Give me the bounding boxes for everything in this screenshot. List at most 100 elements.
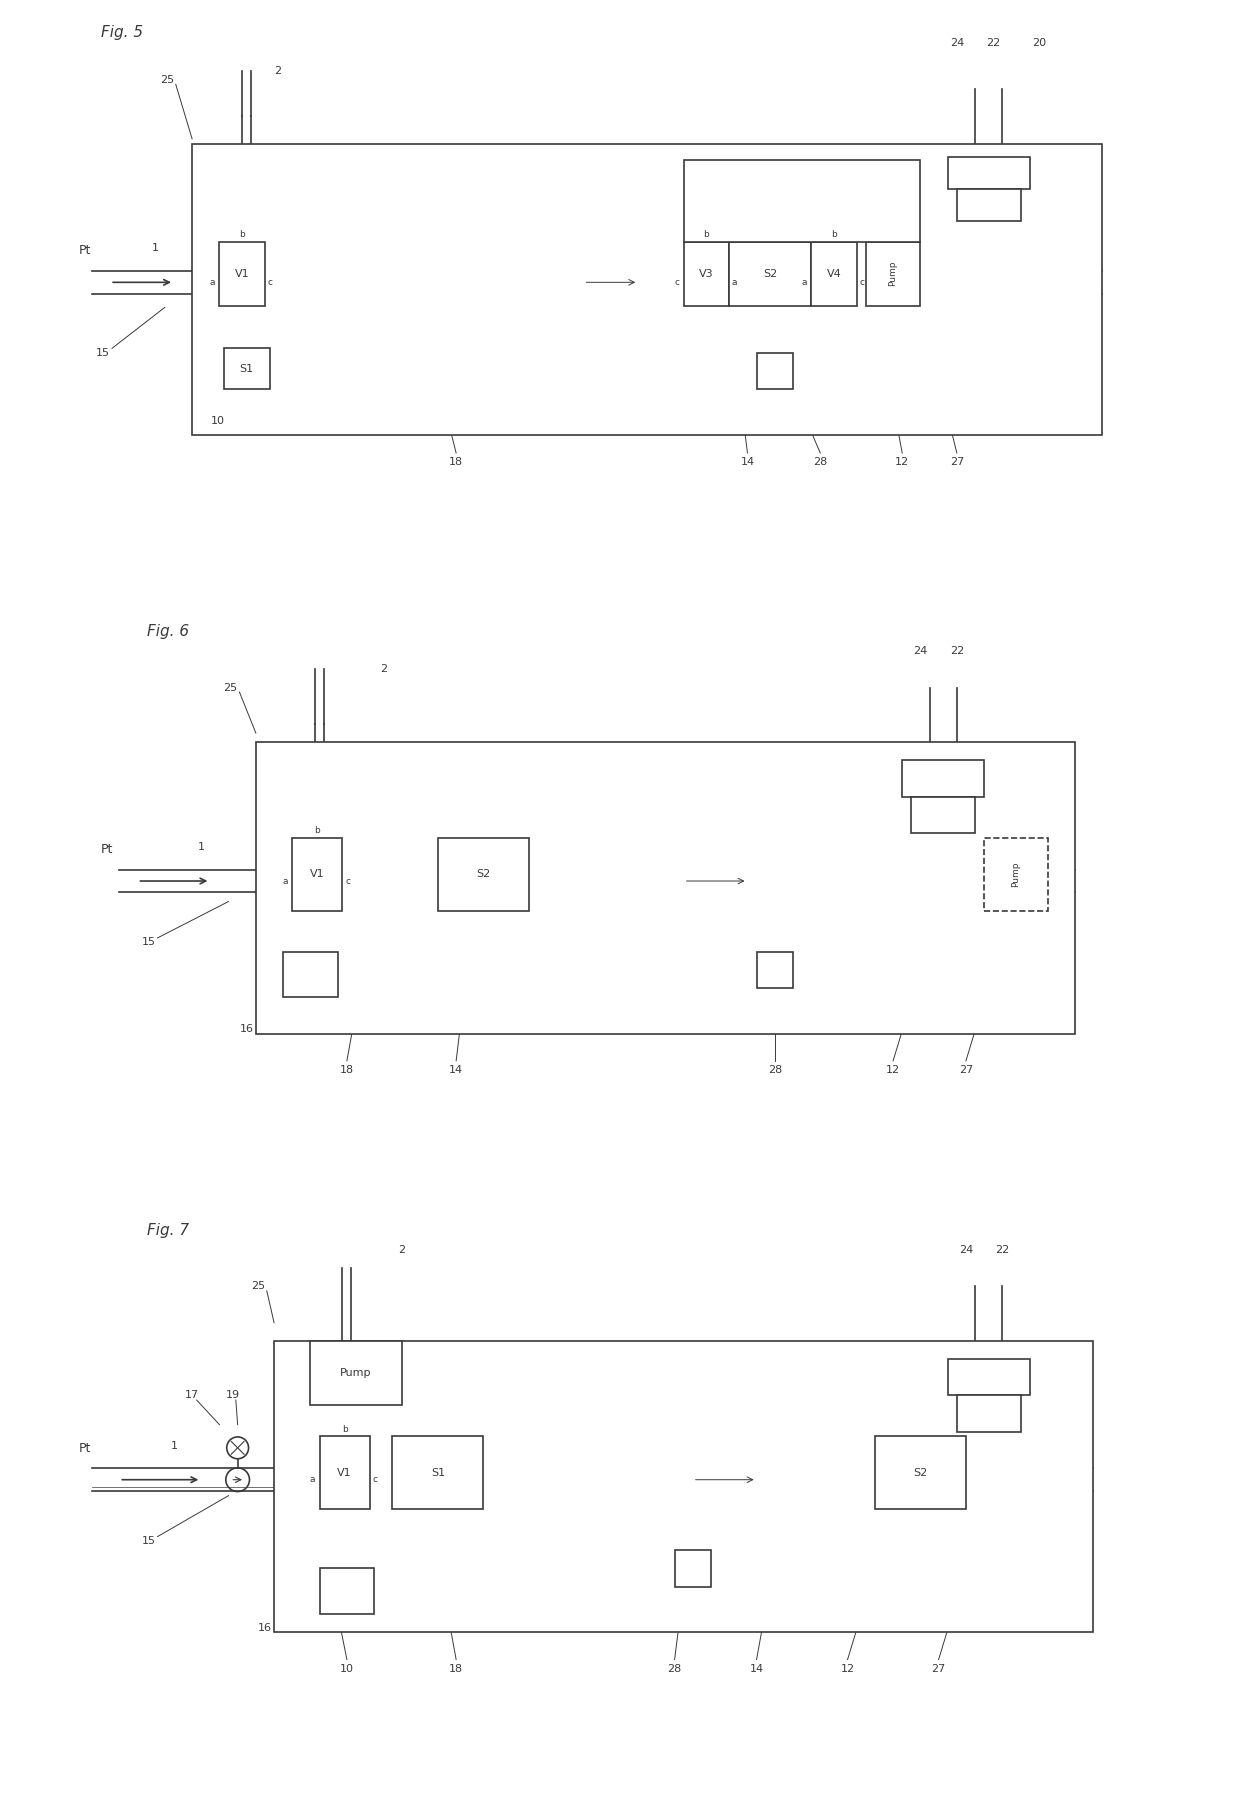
Text: c: c: [372, 1475, 377, 1484]
Text: S2: S2: [763, 269, 777, 279]
Text: 12: 12: [887, 1066, 900, 1075]
Text: b: b: [239, 231, 246, 240]
Text: Pump: Pump: [889, 261, 898, 287]
Text: 14: 14: [449, 1066, 464, 1075]
Text: 22: 22: [950, 645, 963, 656]
Text: Pt: Pt: [78, 1442, 91, 1455]
Text: 28: 28: [667, 1664, 682, 1673]
Text: 16: 16: [239, 1024, 254, 1033]
Text: S2: S2: [914, 1468, 928, 1478]
Text: S2: S2: [476, 869, 491, 880]
Text: 28: 28: [813, 458, 827, 467]
Text: b: b: [831, 231, 837, 240]
Text: a: a: [310, 1475, 315, 1484]
Bar: [675, 1551, 711, 1587]
Text: 15: 15: [97, 348, 110, 357]
Bar: [224, 348, 269, 389]
Text: 24: 24: [914, 645, 928, 656]
Bar: [255, 743, 1075, 1033]
Text: 14: 14: [749, 1664, 764, 1673]
Text: 1: 1: [153, 243, 159, 252]
Text: 24: 24: [959, 1244, 973, 1255]
Text: V4: V4: [827, 269, 841, 279]
Text: 18: 18: [449, 458, 464, 467]
Text: V1: V1: [234, 269, 249, 279]
Text: c: c: [675, 278, 680, 287]
Bar: [947, 1359, 1029, 1396]
Bar: [729, 242, 811, 305]
Text: 28: 28: [768, 1066, 782, 1075]
Bar: [192, 144, 1102, 435]
Bar: [756, 952, 792, 988]
Text: 18: 18: [449, 1664, 464, 1673]
Text: 18: 18: [340, 1066, 353, 1075]
Text: a: a: [283, 876, 288, 885]
Text: 1: 1: [170, 1441, 177, 1451]
Text: V1: V1: [337, 1468, 352, 1478]
Text: 27: 27: [931, 1664, 946, 1673]
Text: S1: S1: [239, 364, 254, 373]
Text: b: b: [703, 231, 709, 240]
Text: 12: 12: [895, 458, 909, 467]
Text: 22: 22: [986, 38, 1001, 49]
Text: Fig. 7: Fig. 7: [146, 1222, 188, 1237]
Bar: [392, 1437, 484, 1509]
Bar: [320, 1437, 370, 1509]
Text: a: a: [210, 278, 215, 287]
Text: V3: V3: [699, 269, 714, 279]
Text: 10: 10: [211, 416, 224, 426]
Text: 17: 17: [185, 1390, 200, 1401]
Text: 12: 12: [841, 1664, 854, 1673]
Text: 24: 24: [950, 38, 963, 49]
Bar: [219, 242, 265, 305]
Bar: [283, 952, 337, 997]
Text: 25: 25: [250, 1282, 265, 1291]
Bar: [683, 160, 920, 242]
Text: c: c: [268, 278, 273, 287]
Text: 27: 27: [959, 1066, 973, 1075]
Bar: [985, 838, 1048, 911]
Text: 2: 2: [379, 664, 387, 674]
Text: 2: 2: [398, 1244, 405, 1255]
Bar: [310, 1341, 402, 1405]
Text: c: c: [859, 278, 864, 287]
Bar: [903, 761, 985, 797]
Text: 27: 27: [950, 458, 963, 467]
Bar: [756, 353, 792, 389]
Text: 22: 22: [996, 1244, 1009, 1255]
Text: 20: 20: [1032, 38, 1045, 49]
Bar: [274, 1341, 1094, 1632]
Text: a: a: [801, 278, 807, 287]
Text: 10: 10: [340, 1664, 353, 1673]
Bar: [911, 797, 975, 833]
Bar: [947, 157, 1029, 189]
Text: b: b: [315, 826, 320, 835]
Bar: [320, 1569, 374, 1614]
Bar: [811, 242, 857, 305]
Text: 1: 1: [197, 842, 205, 851]
Text: 16: 16: [258, 1623, 272, 1634]
Text: Pump: Pump: [1012, 862, 1021, 887]
Text: 19: 19: [226, 1390, 241, 1401]
Text: 15: 15: [141, 938, 156, 947]
Text: Pt: Pt: [78, 243, 91, 258]
Text: Pump: Pump: [340, 1368, 372, 1377]
Bar: [438, 838, 529, 911]
Text: c: c: [345, 876, 350, 885]
Bar: [683, 242, 729, 305]
Bar: [293, 838, 342, 911]
Text: 14: 14: [740, 458, 754, 467]
Text: S1: S1: [430, 1468, 445, 1478]
Text: a: a: [732, 278, 738, 287]
Text: Pt: Pt: [102, 844, 114, 856]
Text: b: b: [342, 1424, 347, 1433]
Bar: [957, 1396, 1021, 1432]
Text: Fig. 5: Fig. 5: [102, 25, 143, 40]
Bar: [866, 242, 920, 305]
Text: V1: V1: [310, 869, 325, 880]
Text: 25: 25: [160, 74, 174, 85]
Bar: [957, 189, 1021, 222]
Text: 2: 2: [274, 65, 281, 76]
Text: 15: 15: [141, 1536, 156, 1547]
Text: Fig. 6: Fig. 6: [146, 624, 188, 638]
